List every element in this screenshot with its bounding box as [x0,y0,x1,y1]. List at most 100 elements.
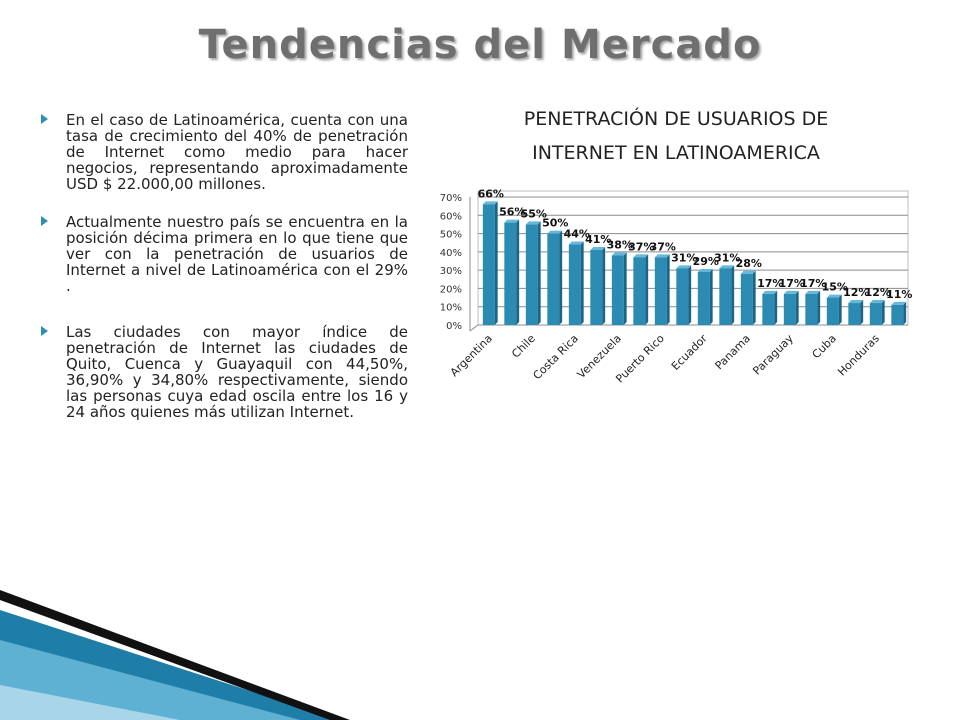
bar-top [891,301,907,305]
bar [826,297,839,325]
bar-side [838,294,842,325]
y-tick-label: 10% [440,303,462,314]
bar [719,268,732,325]
bar-side [580,241,584,325]
x-tick-label: Honduras [835,332,882,379]
bar [762,293,775,325]
slide-title: Tendencias del Mercado [198,22,762,68]
bar-top [482,201,498,205]
bar-side [731,265,735,325]
data-label: 37% [628,240,654,253]
bar-side [903,301,907,325]
data-label: 12% [843,286,869,299]
bar-side [666,254,670,325]
bullet-item: En el caso de Latinoamérica, cuenta con … [38,112,408,192]
bar-side [623,252,627,325]
y-tick-label: 70% [440,193,462,204]
x-tick-label: Panama [713,332,753,372]
data-label: 17% [779,277,805,290]
chart-title: PENETRACIÓN DE USUARIOS DE INTERNET EN L… [418,102,934,170]
axis-depth-line [469,324,479,332]
data-label: 17% [800,277,826,290]
data-label: 38% [607,239,633,252]
bar-side [559,230,563,325]
bar-side [645,254,649,325]
bar-side [774,290,778,325]
data-label: 44% [564,228,590,241]
data-label: 15% [822,281,848,294]
bar [869,303,882,325]
bar-side [795,290,799,325]
bar [482,204,495,325]
bar [783,293,796,325]
x-tick-label: Costa Rica [531,332,581,382]
bar-top [547,230,563,234]
x-tick-label: Paraguay [750,332,796,378]
bar-top [783,290,799,294]
arrow-bullet-icon [41,326,48,336]
x-tick-label: Chile [509,332,538,361]
bar [740,273,753,325]
data-label: 55% [521,207,547,220]
bar-side [752,270,756,325]
chart-title-line: PENETRACIÓN DE USUARIOS DE [523,108,829,130]
data-label: 31% [671,251,697,264]
data-label: 66% [478,187,504,200]
y-tick-label: 30% [440,266,462,277]
bar [891,304,904,325]
bar-side [602,247,606,325]
bar-side [688,265,692,325]
bar [547,233,560,325]
bar-side [881,300,885,325]
bar [568,244,581,325]
data-label: 11% [886,288,912,301]
chart-title-line: INTERNET EN LATINOAMERICA [532,142,820,164]
bar [504,222,517,325]
bar-side [817,290,821,325]
bar-top [697,268,713,272]
bar [654,257,667,325]
bar [611,255,624,325]
bar [633,257,646,325]
bar-side [494,201,498,325]
bar-top [590,247,606,251]
bullet-text: Las ciudades con mayor índice de penetra… [66,323,408,421]
bar [805,293,818,325]
bar [676,268,689,325]
bar-top [805,290,821,294]
bar-top [869,300,885,304]
bar [525,224,538,325]
bar [697,271,710,325]
bar-top [719,265,735,269]
y-tick-label: 0% [446,321,462,332]
bar-top [826,294,842,298]
bar-side [516,219,520,325]
data-label: 56% [499,206,525,219]
bar-top [762,290,778,294]
y-tick-label: 20% [440,284,462,295]
bullet-list: En el caso de Latinoamérica, cuenta con … [38,112,408,442]
bar [848,303,861,325]
bar-top [525,221,541,225]
data-label: 28% [736,257,762,270]
bar-top [633,254,649,258]
bar [590,250,603,325]
bar-side [537,221,541,325]
bar-top [676,265,692,269]
bar-top [611,252,627,256]
data-label: 31% [714,251,740,264]
bar-top [504,219,520,223]
data-label: 37% [650,240,676,253]
bar-top [740,270,756,274]
data-label: 17% [757,277,783,290]
bullet-text: Actualmente nuestro país se encuentra en… [66,213,408,295]
y-tick-label: 60% [440,211,462,222]
bar-top [568,241,584,245]
decorative-swoosh [0,590,350,720]
data-label: 29% [693,255,719,268]
x-tick-label: Argentina [448,332,495,379]
bar-top [654,254,670,258]
data-label: 50% [542,217,568,230]
bar-top [848,300,864,304]
y-tick-label: 50% [440,230,462,241]
